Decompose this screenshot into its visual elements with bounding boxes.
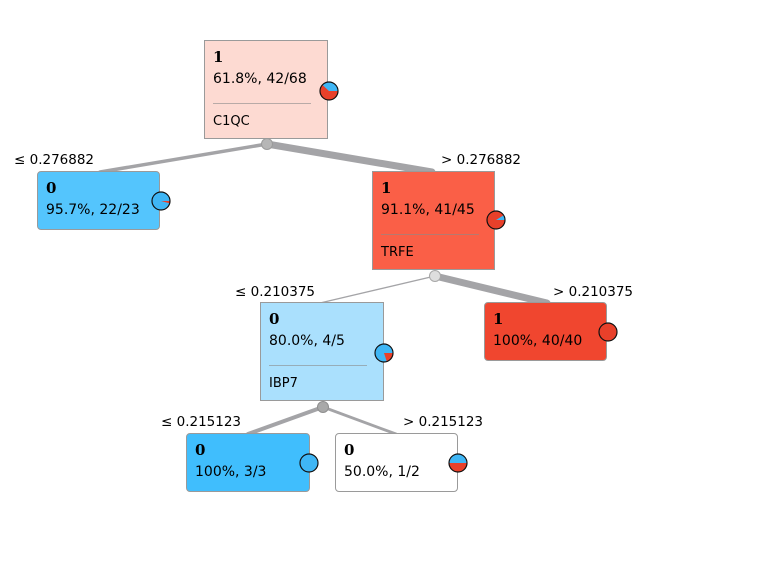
split-label-trfe-right: > 0.210375 (553, 284, 634, 300)
node-class-label: 1 (213, 48, 224, 66)
split-point-ibp7[interactable] (317, 401, 329, 413)
class-distribution-pie-icon (598, 322, 618, 342)
tree-node-leaf-ibp7-left[interactable]: 0 100%, 3/3 (186, 433, 319, 492)
node-stat-label: 80.0%, 4/5 (269, 333, 345, 349)
node-class-label: 0 (344, 441, 355, 459)
edge-root-right (263, 140, 436, 176)
split-point-trfe[interactable] (429, 270, 441, 282)
node-divider (213, 103, 311, 104)
edge-ibp7-left (246, 405, 325, 436)
edge-ibp7-right (321, 405, 398, 436)
tree-node-leaf-left[interactable]: 0 95.7%, 22/23 (37, 171, 171, 230)
node-stat-label: 100%, 3/3 (195, 464, 267, 480)
class-distribution-pie-icon (151, 191, 171, 211)
node-stat-label: 91.1%, 41/45 (381, 202, 475, 218)
class-distribution-pie-icon (486, 210, 506, 230)
split-label-ibp7-left: ≤ 0.215123 (161, 414, 242, 430)
split-label-ibp7-right: > 0.215123 (403, 414, 484, 430)
split-label-root-right: > 0.276882 (441, 152, 522, 168)
node-divider (381, 234, 479, 235)
node-feature-label: C1QC (213, 114, 250, 129)
node-stat-label: 95.7%, 22/23 (46, 202, 140, 218)
node-class-label: 0 (46, 179, 57, 197)
node-class-label: 1 (493, 310, 504, 328)
class-distribution-pie-icon (374, 343, 394, 363)
edge-trfe-left (319, 275, 436, 304)
tree-node-root[interactable]: 1 61.8%, 42/68 C1QC (204, 40, 339, 139)
class-distribution-pie-icon (319, 81, 339, 101)
tree-node-leaf-right[interactable]: 1 100%, 40/40 (484, 302, 618, 361)
node-divider (269, 365, 367, 366)
edge-trfe-right (431, 272, 551, 307)
node-feature-label: TRFE (381, 245, 414, 260)
tree-node-ibp7[interactable]: 0 80.0%, 4/5 IBP7 (260, 302, 394, 401)
edge-root-left (98, 142, 269, 174)
tree-node-leaf-ibp7-right[interactable]: 0 50.0%, 1/2 (335, 433, 468, 492)
node-class-label: 1 (381, 179, 392, 197)
split-point-root[interactable] (261, 138, 273, 150)
node-feature-label: IBP7 (269, 376, 298, 391)
node-stat-label: 61.8%, 42/68 (213, 71, 307, 87)
class-distribution-pie-icon (299, 453, 319, 473)
tree-node-trfe[interactable]: 1 91.1%, 41/45 TRFE (372, 171, 506, 270)
node-stat-label: 50.0%, 1/2 (344, 464, 420, 480)
node-class-label: 0 (195, 441, 206, 459)
node-stat-label: 100%, 40/40 (493, 333, 583, 349)
class-distribution-pie-icon (448, 453, 468, 473)
node-class-label: 0 (269, 310, 280, 328)
split-label-trfe-left: ≤ 0.210375 (235, 284, 316, 300)
split-label-root-left: ≤ 0.276882 (14, 152, 95, 168)
